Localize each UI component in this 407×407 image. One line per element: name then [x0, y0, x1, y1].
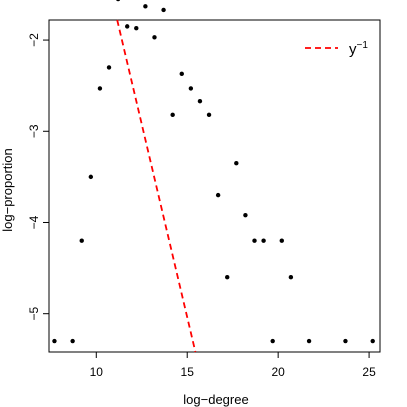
legend-label-base: y	[349, 41, 357, 58]
data-point	[143, 4, 148, 9]
data-point	[134, 26, 139, 31]
data-point	[261, 238, 266, 243]
y-tick-label: −4	[27, 215, 41, 229]
plot-frame-group	[48, 19, 381, 353]
series-group	[52, 0, 375, 353]
y-axis: −5 −4 −3 −2	[27, 33, 50, 321]
y-axis-title: log−proportion	[0, 148, 15, 231]
data-point	[179, 71, 184, 77]
data-point	[188, 86, 194, 91]
x-tick-label: 20	[271, 365, 285, 379]
legend-label: y−1	[349, 40, 368, 58]
data-point	[270, 338, 275, 344]
plot-frame	[48, 19, 381, 353]
data-point	[197, 98, 203, 104]
data-point	[116, 0, 121, 2]
data-point	[106, 65, 112, 70]
data-point	[170, 112, 175, 118]
data-point	[370, 338, 375, 344]
data-point	[152, 35, 157, 40]
y-tick-label: −2	[27, 33, 41, 47]
data-point	[97, 86, 103, 91]
y-tick-label: −3	[27, 124, 41, 138]
data-point	[161, 7, 166, 13]
x-tick-label: 10	[90, 365, 104, 379]
data-point	[206, 112, 212, 118]
data-point	[279, 238, 284, 243]
data-point	[243, 212, 248, 218]
x-tick-label: 25	[362, 365, 376, 379]
data-point	[225, 275, 230, 280]
data-point	[343, 338, 348, 344]
data-point	[52, 338, 57, 344]
data-point	[288, 275, 294, 280]
legend: y−1	[305, 40, 368, 58]
data-point	[70, 338, 75, 344]
x-axis: 10 15 20 25	[90, 351, 376, 379]
legend-label-exponent: −1	[357, 40, 369, 51]
reference-line	[116, 19, 197, 353]
x-tick-label: 15	[181, 365, 195, 379]
data-point	[88, 174, 94, 180]
data-point	[215, 192, 221, 198]
y-tick-label: −5	[27, 307, 41, 321]
data-point	[306, 338, 312, 344]
data-point	[79, 238, 84, 243]
x-axis-title: log−degree	[183, 392, 248, 407]
data-point	[125, 24, 130, 29]
data-point	[252, 238, 257, 243]
data-point	[234, 160, 239, 166]
